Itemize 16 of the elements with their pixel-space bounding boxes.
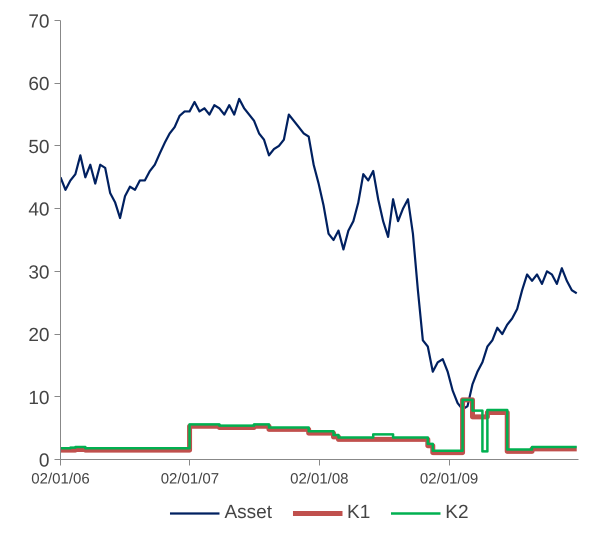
- y-tick-label: 30: [28, 262, 50, 284]
- y-tick-label: 50: [28, 136, 50, 158]
- y-tick-label: 20: [28, 325, 50, 346]
- y-tick-label: 40: [28, 200, 50, 221]
- x-tick-label: 02/01/07: [160, 470, 220, 488]
- x-tick-label: 02/01/06: [31, 470, 90, 488]
- y-tick-label: 60: [28, 74, 50, 96]
- y-tick-label: 0: [38, 450, 50, 472]
- y-tick-label: 70: [28, 12, 50, 32]
- x-tick-label: 02/01/09: [420, 470, 478, 488]
- legend-label: K2: [445, 502, 469, 524]
- line-series: [60, 98, 578, 410]
- x-tick-label: 02/01/08: [290, 470, 349, 488]
- legend-label: Asset: [224, 502, 272, 524]
- legend-label: K1: [347, 502, 370, 524]
- y-tick-label: 10: [28, 388, 50, 409]
